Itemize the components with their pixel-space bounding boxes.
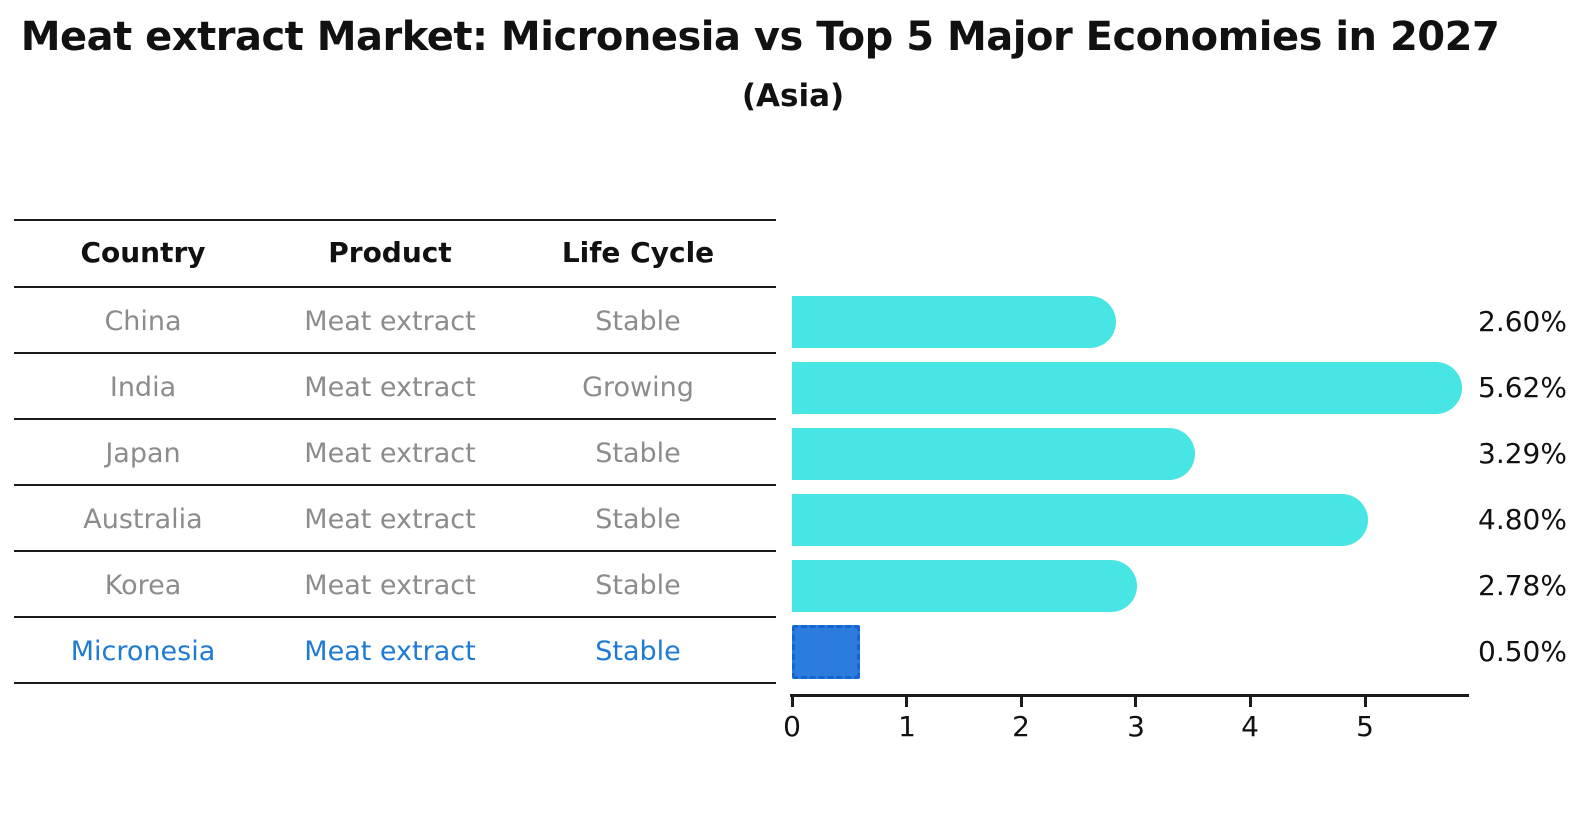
table-cell-lifecycle: Stable <box>595 504 681 535</box>
table-cell-country: China <box>104 306 182 337</box>
chart-subtitle: (Asia) <box>741 78 845 114</box>
table-divider <box>14 616 776 618</box>
column-header-country: Country <box>80 236 206 269</box>
table-divider <box>14 484 776 486</box>
column-header-lifecycle: Life Cycle <box>561 236 715 269</box>
table-cell-product: Meat extract <box>304 372 476 403</box>
bar-india <box>792 362 1462 414</box>
table-cell-lifecycle: Stable <box>595 570 681 601</box>
table-cell-product: Meat extract <box>304 504 476 535</box>
table-divider <box>14 219 776 221</box>
table-divider <box>14 352 776 354</box>
x-axis-tick-label: 1 <box>898 710 916 743</box>
table-cell-country: Japan <box>105 438 181 469</box>
table-cell-product: Meat extract <box>304 438 476 469</box>
table-divider <box>14 418 776 420</box>
table-cell-country: Korea <box>104 570 182 601</box>
table-divider <box>14 286 776 288</box>
table-divider <box>14 682 776 684</box>
x-axis-tick <box>791 697 794 707</box>
table-cell-product: Meat extract <box>304 570 476 601</box>
table-cell-country-highlighted: Micronesia <box>70 636 216 667</box>
x-axis-line <box>790 694 1469 697</box>
x-axis-tick-label: 4 <box>1241 710 1259 743</box>
x-axis-tick <box>1020 697 1023 707</box>
bar-china <box>792 296 1116 348</box>
x-axis-tick-label: 0 <box>783 710 801 743</box>
x-axis-tick-label: 3 <box>1127 710 1145 743</box>
bar-value-label: 3.29% <box>1478 437 1567 470</box>
x-axis-tick-label: 2 <box>1012 710 1030 743</box>
bar-japan <box>792 428 1195 480</box>
bar-value-label: 0.50% <box>1478 635 1567 668</box>
x-axis-tick <box>905 697 908 707</box>
column-header-product: Product <box>328 236 452 269</box>
x-axis-tick <box>1364 697 1367 707</box>
table-cell-lifecycle: Stable <box>595 438 681 469</box>
bar-value-label: 5.62% <box>1478 371 1567 404</box>
table-cell-lifecycle-highlighted: Stable <box>595 636 681 667</box>
table-cell-product-highlighted: Meat extract <box>304 636 476 667</box>
table-cell-country: India <box>109 372 177 403</box>
bar-value-label: 2.78% <box>1478 569 1567 602</box>
table-cell-country: Australia <box>83 504 203 535</box>
bar-australia <box>792 494 1368 546</box>
table-divider <box>14 550 776 552</box>
x-axis-tick <box>1134 697 1137 707</box>
x-axis-tick-label: 5 <box>1356 710 1374 743</box>
bar-value-label: 2.60% <box>1478 305 1567 338</box>
x-axis-tick <box>1249 697 1252 707</box>
table-cell-lifecycle: Growing <box>582 372 694 403</box>
table-cell-lifecycle: Stable <box>595 306 681 337</box>
chart-title: Meat extract Market: Micronesia vs Top 5… <box>20 14 1500 60</box>
table-cell-product: Meat extract <box>304 306 476 337</box>
bar-korea <box>792 560 1137 612</box>
bar-value-label: 4.80% <box>1478 503 1567 536</box>
bar-micronesia-highlighted <box>792 625 860 679</box>
